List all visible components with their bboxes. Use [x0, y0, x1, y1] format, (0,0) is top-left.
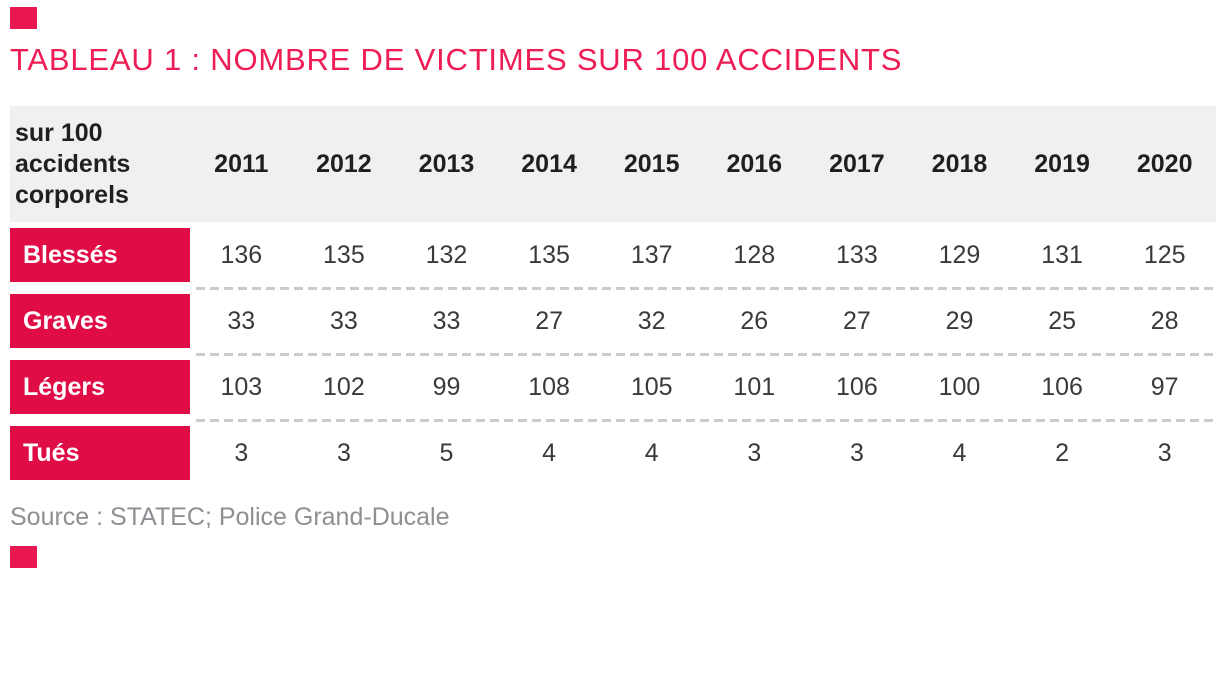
value-cell: 106	[1041, 372, 1083, 401]
table-body: Blessés 136 135 132 135 137 128 133 129 131 125 Gra…	[10, 228, 1216, 480]
year-header-2018: 2018	[931, 149, 988, 178]
value-cell: 25	[1048, 306, 1076, 335]
value-cell: 135	[323, 240, 365, 269]
value-cell: 125	[1143, 240, 1186, 269]
decorative-red-square-top	[10, 7, 37, 29]
value-cell: 137	[630, 240, 673, 269]
table-row: Blessés 136 135 132 135 137 128 133 129 131 125	[10, 228, 1216, 290]
value-cell: 128	[733, 240, 776, 269]
decorative-red-square-bottom	[10, 546, 37, 568]
year-header-2019: 2019	[1034, 149, 1090, 178]
value-cell: 4	[952, 438, 967, 467]
year-header-2014: 2014	[521, 149, 577, 178]
value-cell: 27	[535, 306, 563, 335]
year-header-2012: 2012	[316, 149, 372, 178]
value-cell: 33	[227, 306, 256, 335]
value-cell: 33	[329, 306, 358, 335]
value-cell: 28	[1150, 306, 1179, 335]
value-cell: 3	[234, 438, 249, 467]
row-label: Blessés	[10, 228, 190, 282]
row-label: Graves	[10, 294, 190, 348]
value-cell: 101	[733, 372, 776, 401]
value-cell: 99	[432, 372, 461, 401]
value-cell: 97	[1150, 372, 1179, 401]
value-cell: 135	[528, 240, 570, 269]
year-header-2013: 2013	[418, 149, 475, 178]
year-header-2017: 2017	[829, 149, 885, 178]
value-cell: 102	[323, 372, 365, 401]
value-cell: 106	[836, 372, 878, 401]
value-cell: 3	[747, 438, 762, 467]
value-cell: 3	[849, 438, 864, 467]
value-cell: 5	[439, 438, 454, 467]
value-cell: 2	[1055, 438, 1070, 467]
value-cell: 131	[1041, 240, 1083, 269]
row-label: Tués	[10, 426, 190, 480]
value-cell: 105	[630, 372, 673, 401]
value-cell: 29	[945, 306, 974, 335]
value-cell: 3	[336, 438, 351, 467]
value-cell: 100	[938, 372, 981, 401]
source-note: Source : STATEC; Police Grand-Ducale	[10, 503, 450, 531]
year-header-2016: 2016	[726, 149, 783, 178]
year-header-2015: 2015	[623, 149, 680, 178]
value-cell: 4	[644, 438, 659, 467]
value-cell: 27	[842, 306, 871, 335]
value-cell: 4	[542, 438, 557, 467]
table-header-row: sur 100 accidents corporels 2011 2012 2013…	[10, 106, 1216, 222]
row-label: Légers	[10, 360, 190, 414]
year-header-2011: 2011	[214, 149, 269, 178]
value-cell: 136	[220, 240, 263, 269]
value-cell: 3	[1157, 438, 1172, 467]
value-cell: 26	[740, 306, 769, 335]
value-cell: 33	[432, 306, 461, 335]
value-cell: 132	[425, 240, 468, 269]
table-row: Légers 103 102 99 108 105 101 106 100 106 97	[10, 360, 1216, 422]
year-header-2020: 2020	[1136, 149, 1193, 178]
value-cell: 108	[528, 372, 570, 401]
victims-table: sur 100 accidents corporels 2011 2012 2013…	[10, 106, 1216, 480]
value-cell: 103	[220, 372, 263, 401]
value-cell: 32	[637, 306, 666, 335]
value-cell: 129	[938, 240, 981, 269]
value-cell: 133	[836, 240, 878, 269]
table-corner-header: sur 100 accidents corporels	[15, 118, 131, 209]
table-row: Tués 3 3 5 4 4 3 3 4 2 3	[10, 426, 1216, 480]
table-title: TABLEAU 1 : NOMBRE DE VICTIMES SUR 100 A…	[10, 42, 903, 77]
table-row: Graves 33 33 33 27 32 26 27 29 25 28	[10, 294, 1216, 356]
